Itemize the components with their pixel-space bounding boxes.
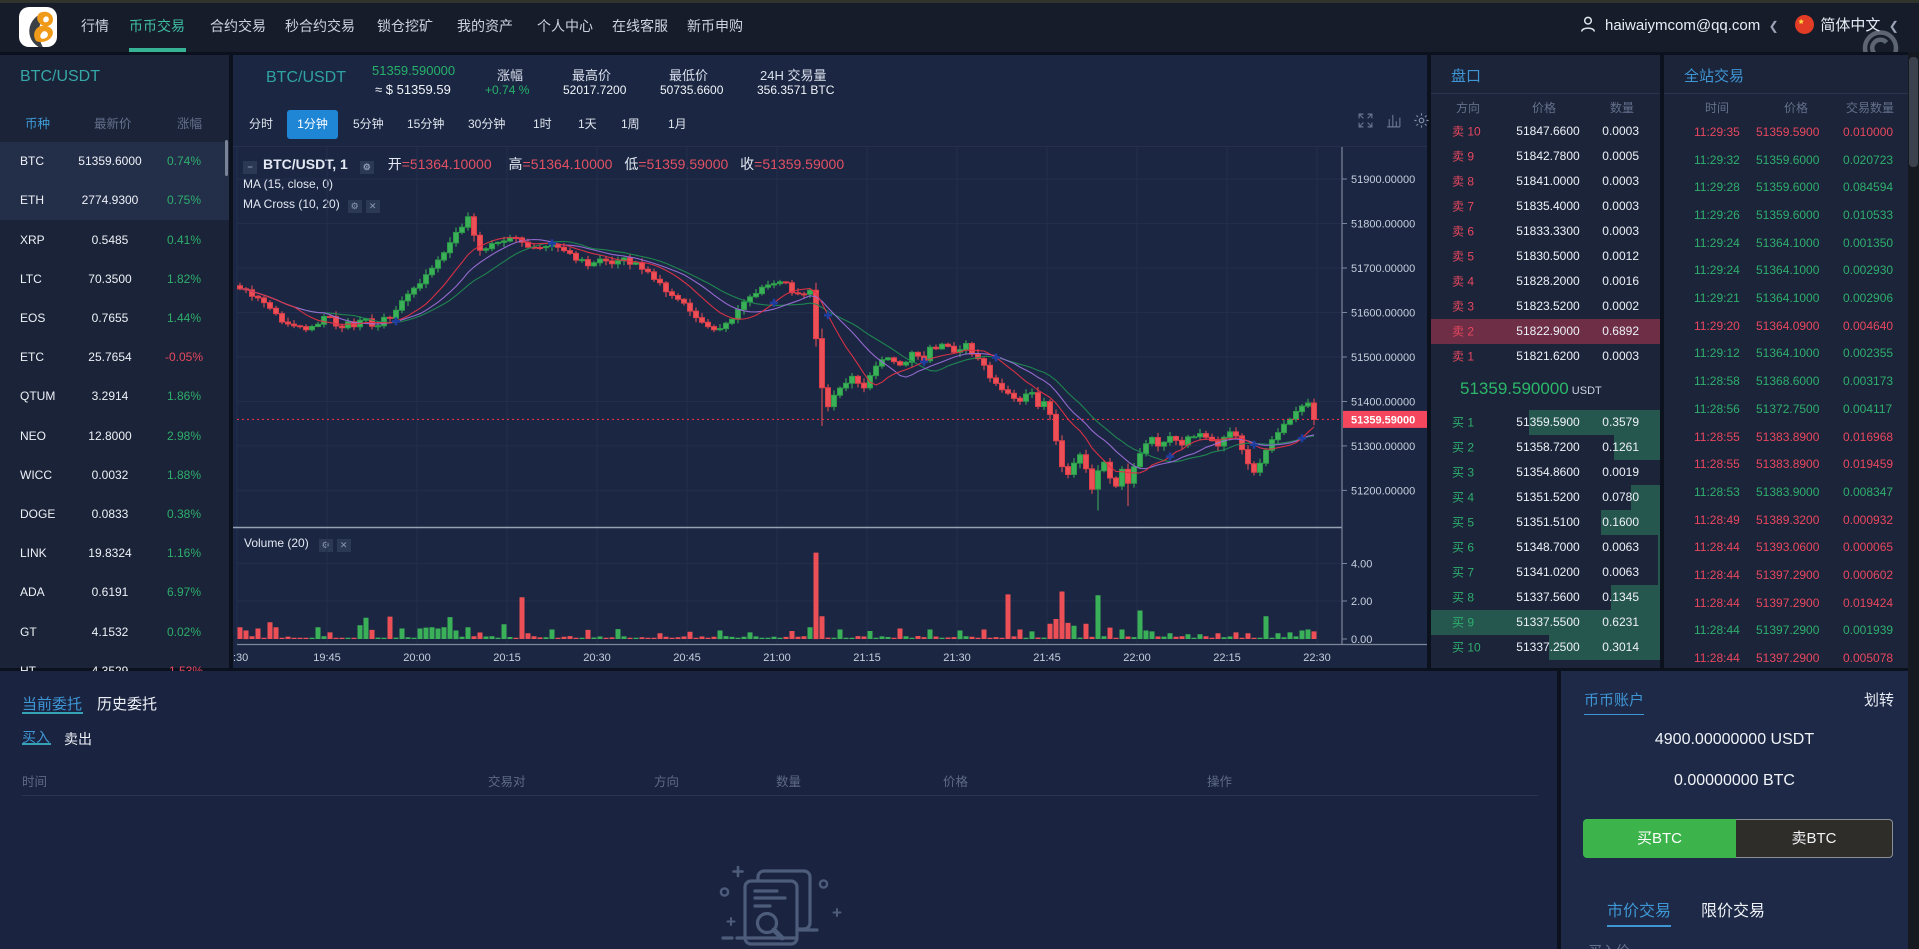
svg-text:51500.00000: 51500.00000: [1351, 352, 1415, 364]
svg-text:51600.00000: 51600.00000: [1351, 308, 1415, 320]
svg-text:22:15: 22:15: [1213, 652, 1241, 664]
svg-text:51300.00000: 51300.00000: [1351, 441, 1415, 453]
svg-text:22:00: 22:00: [1123, 652, 1151, 664]
svg-text:51400.00000: 51400.00000: [1351, 397, 1415, 409]
svg-text:20:45: 20:45: [673, 652, 701, 664]
svg-text:20:30: 20:30: [583, 652, 611, 664]
svg-text:20:00: 20:00: [403, 652, 431, 664]
svg-text:0.00: 0.00: [1351, 634, 1372, 646]
svg-text:51800.00000: 51800.00000: [1351, 219, 1415, 231]
svg-text:21:45: 21:45: [1033, 652, 1061, 664]
svg-text:51359.59000: 51359.59000: [1351, 414, 1415, 426]
svg-text:51900.00000: 51900.00000: [1351, 174, 1415, 186]
svg-text:51700.00000: 51700.00000: [1351, 263, 1415, 275]
svg-text:22:30: 22:30: [1303, 652, 1331, 664]
svg-text:20:15: 20:15: [493, 652, 521, 664]
svg-text:21:15: 21:15: [853, 652, 881, 664]
svg-text:2.00: 2.00: [1351, 596, 1372, 608]
svg-text::30: :30: [233, 652, 248, 664]
svg-text:21:00: 21:00: [763, 652, 791, 664]
svg-text:51200.00000: 51200.00000: [1351, 485, 1415, 497]
svg-text:21:30: 21:30: [943, 652, 971, 664]
svg-text:4.00: 4.00: [1351, 559, 1372, 571]
svg-text:19:45: 19:45: [313, 652, 341, 664]
